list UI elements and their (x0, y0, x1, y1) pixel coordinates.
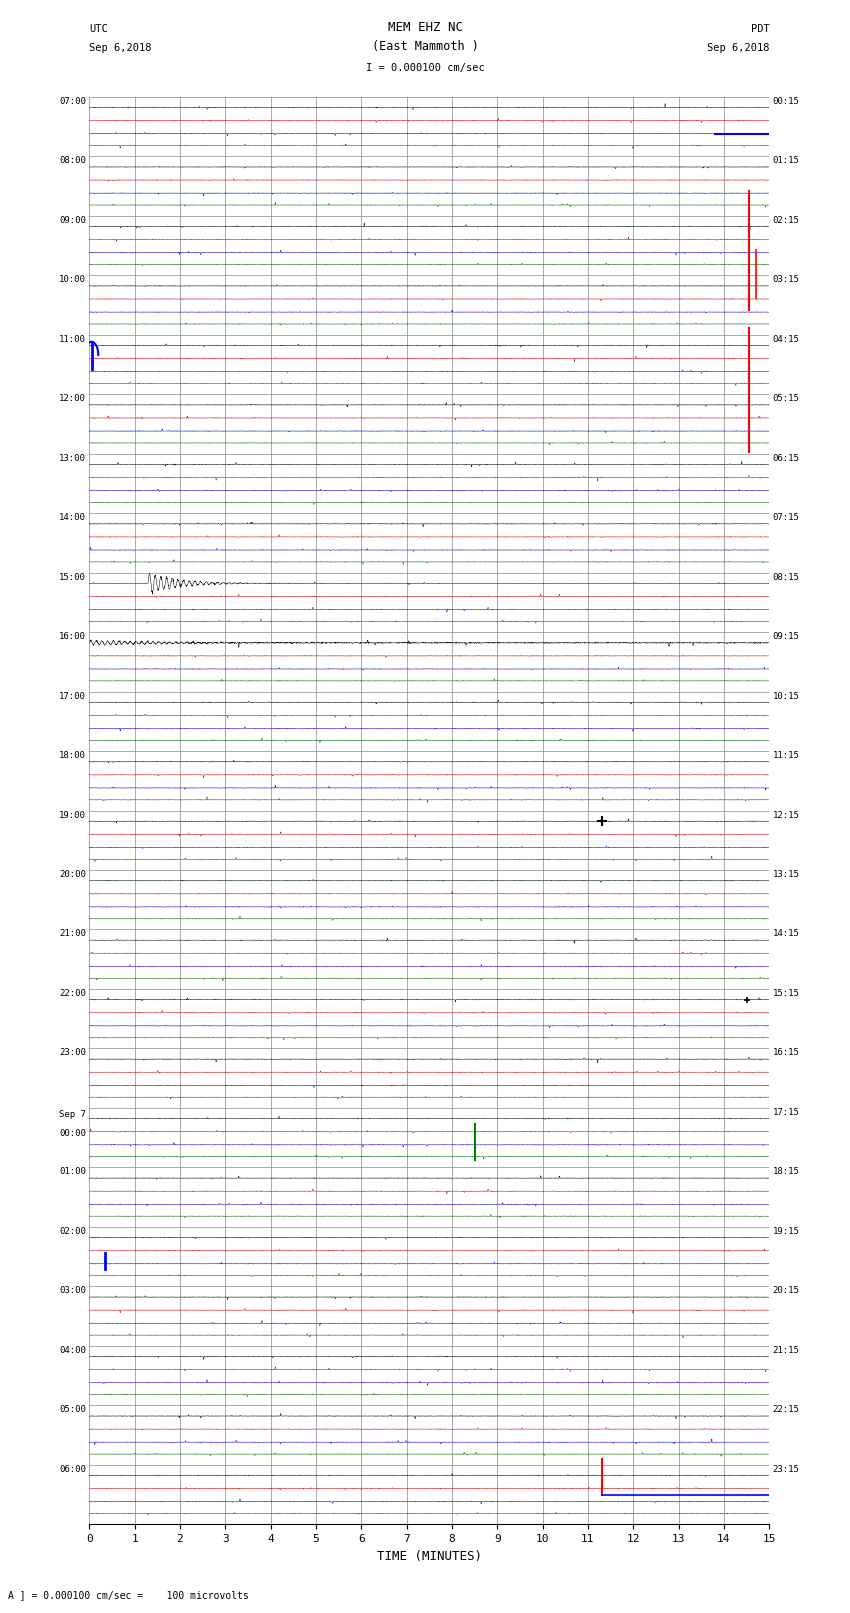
Text: 22:00: 22:00 (59, 989, 86, 998)
Text: 03:00: 03:00 (59, 1287, 86, 1295)
Text: 17:15: 17:15 (773, 1108, 800, 1116)
Text: 23:00: 23:00 (59, 1048, 86, 1058)
Text: (East Mammoth ): (East Mammoth ) (371, 40, 479, 53)
Text: 09:15: 09:15 (773, 632, 800, 640)
Text: 18:00: 18:00 (59, 752, 86, 760)
Text: A ] = 0.000100 cm/sec =    100 microvolts: A ] = 0.000100 cm/sec = 100 microvolts (8, 1590, 249, 1600)
Text: 18:15: 18:15 (773, 1168, 800, 1176)
Text: 02:00: 02:00 (59, 1227, 86, 1236)
Text: 06:15: 06:15 (773, 453, 800, 463)
Text: 01:15: 01:15 (773, 156, 800, 165)
Text: 11:00: 11:00 (59, 334, 86, 344)
Text: 06:00: 06:00 (59, 1465, 86, 1474)
Text: 12:00: 12:00 (59, 394, 86, 403)
Text: 17:00: 17:00 (59, 692, 86, 700)
Text: 21:15: 21:15 (773, 1345, 800, 1355)
X-axis label: TIME (MINUTES): TIME (MINUTES) (377, 1550, 482, 1563)
Text: 15:00: 15:00 (59, 573, 86, 582)
Text: MEM EHZ NC: MEM EHZ NC (388, 21, 462, 34)
Text: 16:00: 16:00 (59, 632, 86, 640)
Text: 19:00: 19:00 (59, 811, 86, 819)
Text: Sep 6,2018: Sep 6,2018 (706, 44, 769, 53)
Text: 03:15: 03:15 (773, 276, 800, 284)
Text: 08:00: 08:00 (59, 156, 86, 165)
Text: 11:15: 11:15 (773, 752, 800, 760)
Text: 04:00: 04:00 (59, 1345, 86, 1355)
Text: 15:15: 15:15 (773, 989, 800, 998)
Text: 02:15: 02:15 (773, 216, 800, 224)
Text: 04:15: 04:15 (773, 334, 800, 344)
Text: 01:00: 01:00 (59, 1168, 86, 1176)
Text: 19:15: 19:15 (773, 1227, 800, 1236)
Text: 20:15: 20:15 (773, 1287, 800, 1295)
Text: 05:15: 05:15 (773, 394, 800, 403)
Text: 10:00: 10:00 (59, 276, 86, 284)
Text: 21:00: 21:00 (59, 929, 86, 939)
Text: 07:00: 07:00 (59, 97, 86, 106)
Text: 09:00: 09:00 (59, 216, 86, 224)
Text: Sep 7: Sep 7 (59, 1110, 86, 1118)
Text: 10:15: 10:15 (773, 692, 800, 700)
Text: 13:00: 13:00 (59, 453, 86, 463)
Text: PDT: PDT (751, 24, 769, 34)
Text: 16:15: 16:15 (773, 1048, 800, 1058)
Text: 12:15: 12:15 (773, 811, 800, 819)
Text: 08:15: 08:15 (773, 573, 800, 582)
Text: 07:15: 07:15 (773, 513, 800, 523)
Text: 00:15: 00:15 (773, 97, 800, 106)
Text: UTC: UTC (89, 24, 108, 34)
Text: 05:00: 05:00 (59, 1405, 86, 1415)
Text: I = 0.000100 cm/sec: I = 0.000100 cm/sec (366, 63, 484, 73)
Text: 22:15: 22:15 (773, 1405, 800, 1415)
Text: 14:15: 14:15 (773, 929, 800, 939)
Text: 23:15: 23:15 (773, 1465, 800, 1474)
Text: 13:15: 13:15 (773, 869, 800, 879)
Text: 00:00: 00:00 (59, 1129, 86, 1137)
Text: 14:00: 14:00 (59, 513, 86, 523)
Text: 20:00: 20:00 (59, 869, 86, 879)
Text: Sep 6,2018: Sep 6,2018 (89, 44, 152, 53)
